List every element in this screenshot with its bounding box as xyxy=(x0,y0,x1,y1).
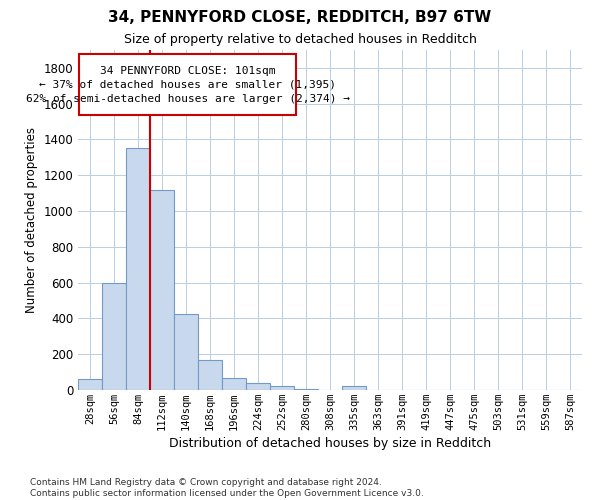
Bar xyxy=(222,378,246,390)
Text: 34, PENNYFORD CLOSE, REDDITCH, B97 6TW: 34, PENNYFORD CLOSE, REDDITCH, B97 6TW xyxy=(109,10,491,25)
Bar xyxy=(78,380,102,390)
Bar xyxy=(270,386,294,390)
Y-axis label: Number of detached properties: Number of detached properties xyxy=(25,127,38,313)
Bar xyxy=(102,282,126,390)
X-axis label: Distribution of detached houses by size in Redditch: Distribution of detached houses by size … xyxy=(169,437,491,450)
Bar xyxy=(342,386,366,390)
Bar xyxy=(294,389,318,390)
Text: 34 PENNYFORD CLOSE: 101sqm
← 37% of detached houses are smaller (1,395)
62% of s: 34 PENNYFORD CLOSE: 101sqm ← 37% of deta… xyxy=(26,66,350,104)
Bar xyxy=(126,148,150,390)
Bar xyxy=(246,383,270,390)
Bar xyxy=(174,314,198,390)
Bar xyxy=(79,54,296,116)
Text: Contains HM Land Registry data © Crown copyright and database right 2024.
Contai: Contains HM Land Registry data © Crown c… xyxy=(30,478,424,498)
Text: Size of property relative to detached houses in Redditch: Size of property relative to detached ho… xyxy=(124,32,476,46)
Bar xyxy=(150,190,174,390)
Bar xyxy=(198,360,222,390)
